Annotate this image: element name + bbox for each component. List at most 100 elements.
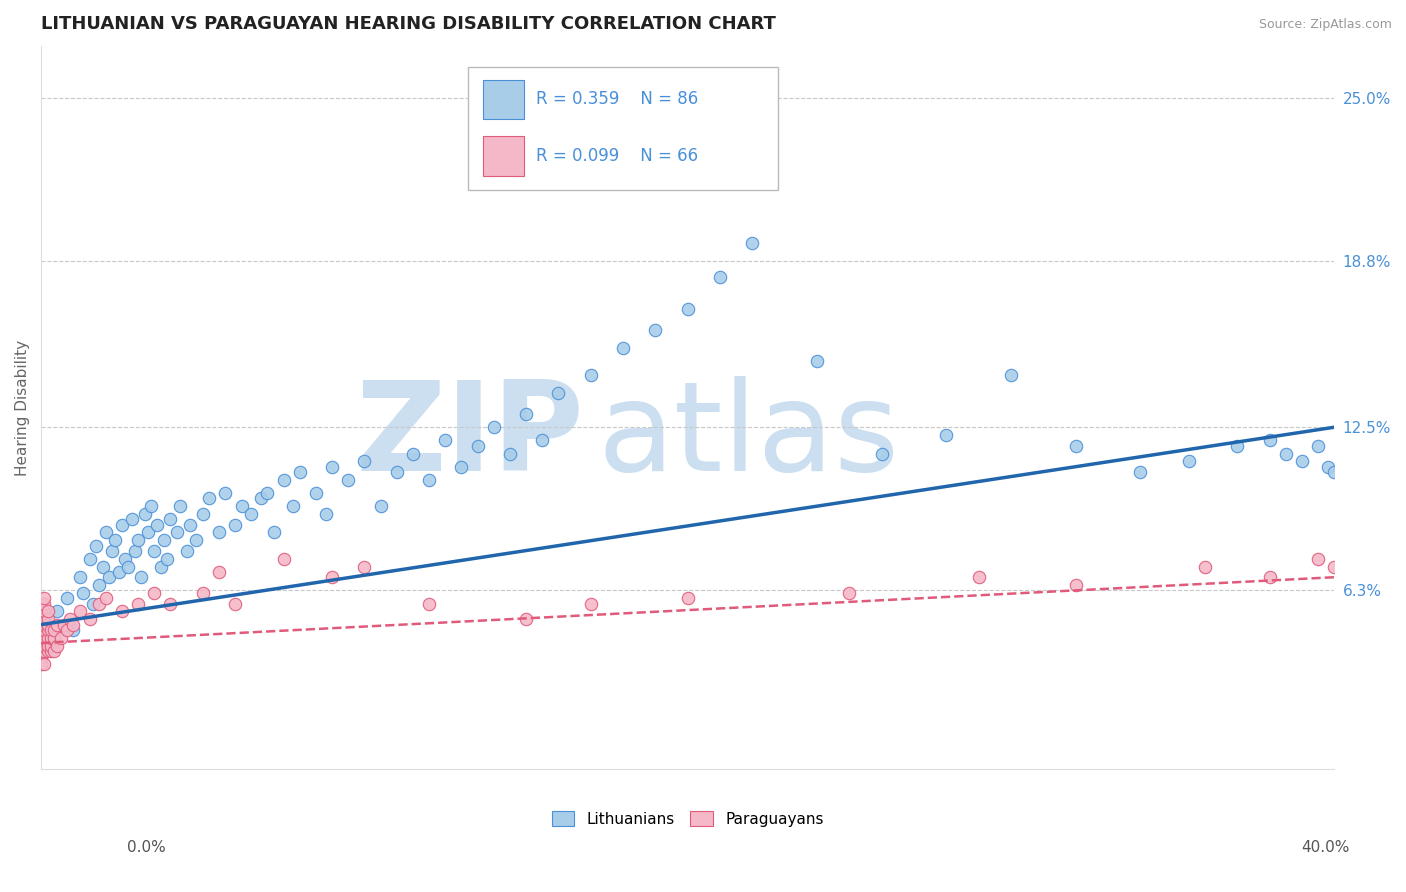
Point xyxy=(69,570,91,584)
Point xyxy=(101,544,124,558)
Point xyxy=(91,559,114,574)
Point xyxy=(37,623,59,637)
Point xyxy=(418,597,440,611)
Text: atlas: atlas xyxy=(598,376,900,497)
Point xyxy=(34,597,56,611)
Point xyxy=(256,486,278,500)
Point xyxy=(34,631,56,645)
Point xyxy=(37,604,59,618)
Point xyxy=(482,420,505,434)
Point xyxy=(34,623,56,637)
Point xyxy=(156,551,179,566)
Point xyxy=(208,565,231,579)
Point xyxy=(191,507,214,521)
Point xyxy=(385,465,408,479)
Point xyxy=(131,570,153,584)
Point xyxy=(30,639,52,653)
Point xyxy=(1323,559,1346,574)
Point xyxy=(84,539,107,553)
Point xyxy=(1064,578,1087,592)
Point xyxy=(117,559,139,574)
Point xyxy=(250,491,273,506)
Point xyxy=(159,597,181,611)
Point xyxy=(709,270,731,285)
Point xyxy=(34,657,56,671)
Point xyxy=(1291,454,1313,468)
Point xyxy=(231,499,253,513)
Point xyxy=(579,368,602,382)
Point xyxy=(37,612,59,626)
Point xyxy=(198,491,221,506)
Point xyxy=(42,644,65,658)
Point xyxy=(579,597,602,611)
Point xyxy=(34,617,56,632)
Point xyxy=(208,525,231,540)
Point xyxy=(98,570,121,584)
Point xyxy=(34,591,56,606)
Point xyxy=(353,454,375,468)
Point xyxy=(62,617,84,632)
Point xyxy=(676,301,699,316)
Point xyxy=(273,551,295,566)
Point xyxy=(143,544,166,558)
Point xyxy=(402,446,425,460)
Point xyxy=(321,459,343,474)
Point xyxy=(1194,559,1216,574)
Text: LITHUANIAN VS PARAGUAYAN HEARING DISABILITY CORRELATION CHART: LITHUANIAN VS PARAGUAYAN HEARING DISABIL… xyxy=(41,15,776,33)
Point xyxy=(39,644,62,658)
Point xyxy=(321,570,343,584)
Point xyxy=(263,525,285,540)
Point xyxy=(806,354,828,368)
Point xyxy=(79,612,101,626)
Point xyxy=(30,649,52,664)
Point xyxy=(1258,570,1281,584)
Point xyxy=(46,617,69,632)
Point xyxy=(153,533,176,548)
Point xyxy=(104,533,127,548)
Point xyxy=(37,639,59,653)
Point xyxy=(370,499,392,513)
Point xyxy=(870,446,893,460)
Point xyxy=(676,591,699,606)
Point xyxy=(34,604,56,618)
Text: 40.0%: 40.0% xyxy=(1302,840,1350,855)
Point xyxy=(37,644,59,658)
Point xyxy=(42,631,65,645)
Point xyxy=(531,434,554,448)
Text: 0.0%: 0.0% xyxy=(127,840,166,855)
Point xyxy=(1308,439,1330,453)
Point xyxy=(1316,459,1339,474)
Legend: Lithuanians, Paraguayans: Lithuanians, Paraguayans xyxy=(551,811,824,827)
Point xyxy=(644,323,666,337)
Point xyxy=(34,612,56,626)
Point xyxy=(337,473,360,487)
Point xyxy=(34,644,56,658)
Point xyxy=(166,525,188,540)
Text: Source: ZipAtlas.com: Source: ZipAtlas.com xyxy=(1258,18,1392,31)
Point xyxy=(127,597,149,611)
Point xyxy=(30,657,52,671)
Point xyxy=(30,617,52,632)
Point xyxy=(143,586,166,600)
Point xyxy=(179,517,201,532)
Point xyxy=(1178,454,1201,468)
Point xyxy=(741,235,763,250)
Point xyxy=(89,597,111,611)
Point xyxy=(56,591,79,606)
Point xyxy=(434,434,457,448)
Point xyxy=(838,586,860,600)
Point xyxy=(186,533,208,548)
Point xyxy=(37,631,59,645)
Point xyxy=(94,525,117,540)
Point xyxy=(159,512,181,526)
Point xyxy=(127,533,149,548)
Point xyxy=(69,604,91,618)
Point xyxy=(30,644,52,658)
Point xyxy=(79,551,101,566)
Point xyxy=(288,465,311,479)
Point xyxy=(114,551,136,566)
Point xyxy=(1064,439,1087,453)
Point xyxy=(283,499,305,513)
Point xyxy=(30,604,52,618)
Point xyxy=(499,446,522,460)
